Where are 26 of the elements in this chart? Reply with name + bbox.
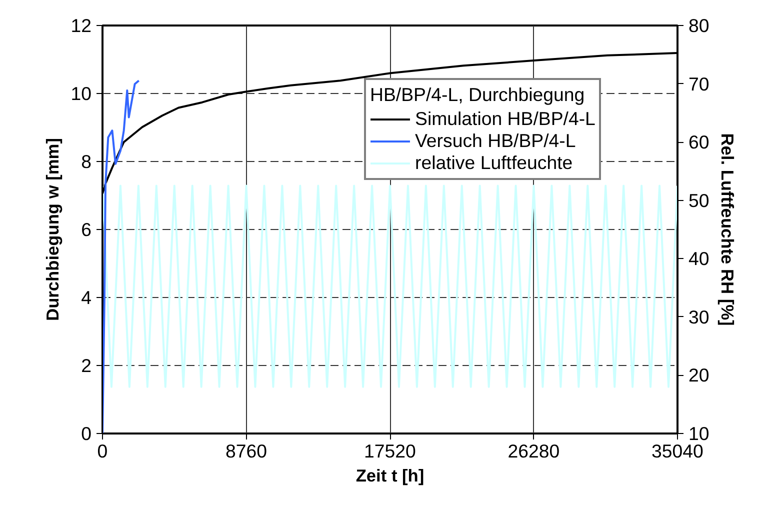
legend-label: Simulation HB/BP/4-L [415,108,596,130]
x-tick-label: 0 [97,440,108,462]
y-tick-label: 8 [81,151,92,172]
y2-tick-label: 40 [688,248,710,270]
x-tick-label: 26280 [508,440,560,462]
y2-tick-label: 20 [688,364,710,386]
x-tick-label: 17520 [364,440,416,462]
y2-tick-label: 50 [688,190,710,211]
x-tick-label: 8760 [226,440,268,462]
legend-title: HB/BP/4-L, Durchbiegung [370,84,586,106]
legend-label: relative Luftfeuchte [415,152,573,174]
y-tick-label: 2 [81,355,92,376]
y-tick-label: 10 [70,83,92,104]
y2-tick-label: 60 [688,132,710,153]
line-series [102,80,140,434]
y-tick-label: 6 [81,219,92,240]
y2-tick-label: 80 [688,15,710,36]
y-tick-label: 0 [81,423,92,444]
y2-axis-title: Rel. Luftfeuchte RH [%] [717,133,738,326]
y-axis-title: Durchbiegung w [mm] [42,138,63,321]
y2-tick-label: 70 [688,73,710,94]
legend-label: Versuch HB/BP/4-L [415,130,576,152]
x-axis-title: Zeit t [h] [356,466,424,486]
y-tick-label: 4 [81,287,92,308]
y2-tick-label: 30 [688,306,710,328]
y-tick-label: 12 [70,15,92,36]
